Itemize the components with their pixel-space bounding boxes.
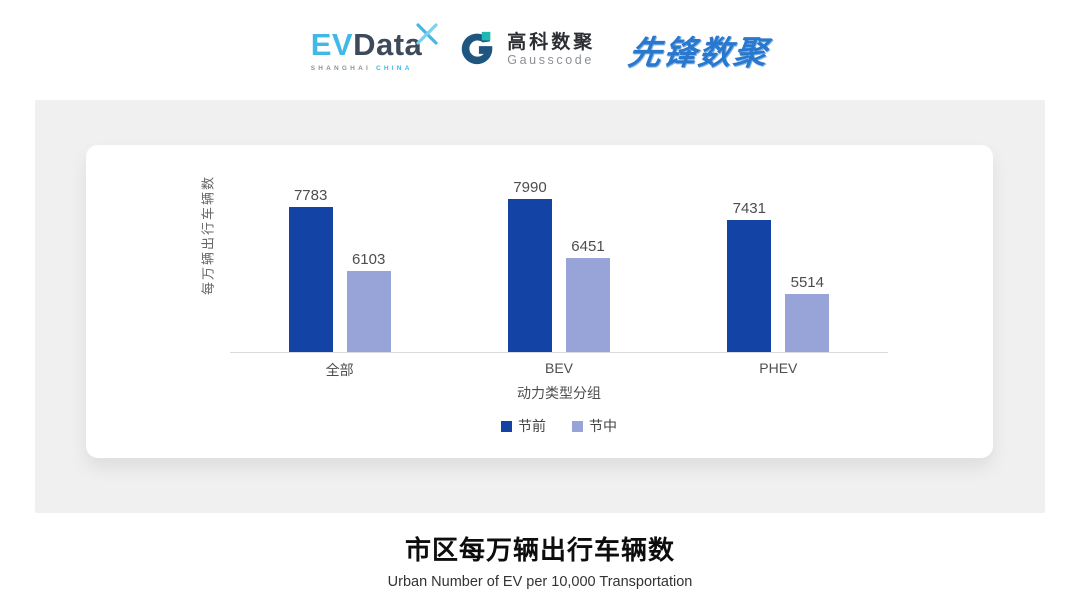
bar-group-quanbu: 7783 6103 — [230, 145, 449, 352]
legend-item-jieqian: 节前 — [501, 416, 546, 436]
value-label: 6103 — [351, 251, 386, 268]
value-label: 7431 — [732, 200, 766, 217]
chart-card: 每万辆出行车辆数 7783 6103 7990 6451 — [86, 145, 993, 458]
bar-column: 7783 — [288, 145, 333, 352]
evdata-subtext-shanghai: SHANGHAI — [310, 64, 371, 72]
chart-subtitle: Urban Number of EV per 10,000 Transporta… — [387, 574, 693, 590]
bar-jieqian-phev — [727, 220, 772, 352]
evdata-subtext: SHANGHAI CHINA — [311, 65, 413, 72]
legend-label-jiezhong: 节中 — [589, 418, 617, 434]
evdata-ev-text: EV — [310, 26, 354, 62]
gausscode-g-icon — [462, 31, 493, 65]
bar-jiezhong-bev — [565, 258, 610, 352]
category-axis: 全部 BEV PHEV — [230, 354, 888, 380]
value-label: 6451 — [571, 238, 605, 255]
bar-jiezhong-quanbu — [346, 271, 391, 352]
value-label: 7990 — [513, 179, 547, 196]
value-label: 7783 — [293, 187, 328, 204]
gausscode-name-en: Gausscode — [507, 53, 594, 68]
evdata-data-text: Data — [353, 26, 423, 62]
evdata-subtext-china: CHINA — [376, 64, 413, 72]
bar-column: 7990 — [507, 145, 552, 352]
evdata-star-icon — [416, 19, 438, 50]
y-axis-label: 每万辆出行车辆数 — [200, 174, 216, 296]
evdata-wordmark: EVData — [310, 22, 438, 62]
category-label-bev: BEV — [544, 360, 573, 376]
legend-label-jieqian: 节前 — [518, 418, 546, 434]
bar-jieqian-bev — [507, 199, 552, 352]
value-label: 5514 — [790, 274, 824, 291]
chart-panel: 每万辆出行车辆数 7783 6103 7990 6451 — [35, 100, 1045, 513]
category-label-phev: PHEV — [759, 360, 798, 376]
evdata-logo: EVData SHANGHAI CHINA — [310, 22, 438, 72]
bar-column: 5514 — [785, 145, 830, 352]
bar-column: 6103 — [346, 145, 391, 352]
category-label-quanbu: 全部 — [325, 362, 354, 378]
x-axis-label: 动力类型分组 — [517, 385, 601, 401]
pioneer-logo: 先锋数聚 — [626, 34, 772, 71]
bar-group-bev: 7990 6451 — [449, 145, 668, 352]
legend-item-jiezhong: 节中 — [572, 416, 617, 436]
header: EVData SHANGHAI CHINA 高科数聚 Gausscode 先锋数… — [0, 0, 1080, 100]
bar-column: 6451 — [565, 145, 610, 352]
legend: 节前 节中 — [230, 416, 888, 436]
gausscode-text: 高科数聚 Gausscode — [507, 32, 595, 68]
gausscode-name-cn: 高科数聚 — [507, 32, 596, 54]
plot-area: 7783 6103 7990 6451 — [230, 145, 888, 353]
bar-jieqian-quanbu — [288, 207, 333, 352]
legend-swatch-jieqian — [501, 420, 512, 432]
gausscode-logo: 高科数聚 Gausscode — [456, 29, 595, 71]
bar-jiezhong-phev — [785, 294, 830, 352]
chart-title: 市区每万辆出行车辆数 — [404, 535, 675, 565]
footer: 市区每万辆出行车辆数 Urban Number of EV per 10,000… — [0, 530, 1080, 590]
bar-group-phev: 7431 5514 — [669, 145, 888, 352]
legend-swatch-jiezhong — [572, 420, 583, 432]
bar-column: 7431 — [727, 145, 772, 352]
